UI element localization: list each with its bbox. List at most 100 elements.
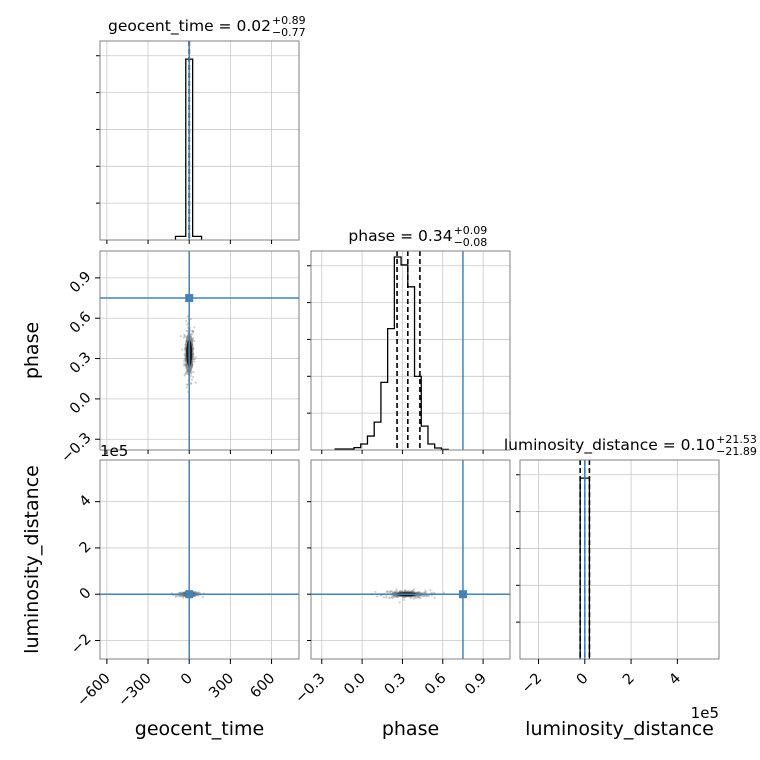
title-name: phase = [348,227,418,245]
sample-point [189,381,193,385]
sample-point [388,596,391,599]
y-tick-label-luminosity_distance: 4 [77,492,95,510]
marginal-panel-phase [307,250,511,451]
panels-layer [96,40,720,660]
sample-point [174,595,177,598]
pair-panel-phase-luminosity_distance [310,459,511,660]
offset-text-x: 1e5 [691,704,719,722]
sample-point [427,594,430,598]
y-tick-label-phase: 0.3 [67,349,95,377]
sample-point [180,595,183,598]
title-upper: +21.53 [716,433,757,446]
x-tick-label-phase: 0.9 [462,671,490,699]
x-tick-label-geocent_time: 600 [247,671,278,702]
sample-point [190,382,193,385]
sample-point [442,591,445,594]
title-lower: −0.08 [454,236,488,249]
sample-point [186,329,189,333]
x-tick-label-geocent_time: −600 [74,671,113,710]
sample-point [197,591,200,594]
sample-point [395,589,399,592]
sample-point [193,357,196,361]
sample-point [431,591,434,594]
title-median: 0.02 [236,17,271,35]
sample-point [190,317,193,321]
x-axis-label-luminosity_distance: luminosity_distance [525,718,714,740]
sample-point [176,594,179,598]
y-tick-label-luminosity_distance: −2 [68,631,94,657]
sample-point [193,360,196,363]
y-tick-label-luminosity_distance: 2 [77,539,95,557]
sample-point [183,334,186,337]
sample-point [179,594,183,598]
x-tick-label-phase: −0.3 [292,671,328,707]
sample-point [185,370,188,374]
title-name: geocent_time = [108,17,236,36]
sample-point [415,596,418,600]
sample-point [179,594,182,597]
x-tick-label-luminosity_distance: −2 [519,671,545,697]
y-tick-label-luminosity_distance: 0 [77,585,95,603]
sample-point [182,364,186,367]
panel-frame [99,250,300,451]
sample-point [423,595,426,598]
x-tick-label-phase: 0.3 [382,671,410,699]
y-tick-label-phase: 0.0 [67,390,95,418]
title-median: 0.34 [418,227,453,245]
sample-point [422,591,426,594]
sample-point [181,348,184,351]
sample-point [419,597,422,600]
panel-frame [519,459,720,660]
histogram-step [334,256,449,451]
sample-point [183,362,186,365]
sample-point [193,326,196,329]
title-median: 0.10 [681,436,716,454]
x-tick-label-luminosity_distance: 0 [574,671,592,689]
sample-point [413,596,417,599]
sample-point [193,339,196,343]
panel-frame [99,459,300,660]
truth-marker [185,294,194,303]
y-tick-label-phase: −0.3 [58,430,94,466]
title-upper: +0.09 [454,224,488,237]
sample-point [395,588,398,591]
sample-point [416,595,420,599]
marginal-title-phase: phase = 0.34 [348,227,452,245]
sample-point [426,594,429,597]
panel-frame [99,40,300,241]
sample-point [390,590,393,593]
title-lower: −21.89 [716,445,757,458]
sample-point [191,330,194,333]
sample-point [192,370,195,374]
sample-point [186,315,189,318]
sample-point [433,596,436,599]
sample-point [183,359,186,363]
sample-point [197,591,200,594]
sample-point [191,329,194,333]
x-tick-label-luminosity_distance: 4 [666,671,684,689]
sample-point [183,374,186,377]
sample-point [388,591,391,594]
sample-point [398,601,401,604]
sample-point [403,598,406,602]
sample-point [185,329,188,332]
title-upper: +0.89 [272,14,306,27]
sample-point [189,374,193,378]
sample-point [409,597,412,600]
title-lower: −0.77 [272,26,306,39]
marginal-panel-geocent_time [96,40,300,241]
sample-point [185,372,188,375]
sample-point [374,590,377,594]
sample-point [412,588,416,591]
sample-point [178,595,181,598]
panel-frame [310,250,511,451]
truth-marker [185,590,194,599]
sample-point [424,591,427,594]
sample-point [376,595,379,598]
sample-point [189,329,192,332]
sample-point [196,591,199,594]
sample-point [186,323,189,326]
x-axis-label-phase: phase [382,718,439,740]
sample-point [382,596,386,599]
